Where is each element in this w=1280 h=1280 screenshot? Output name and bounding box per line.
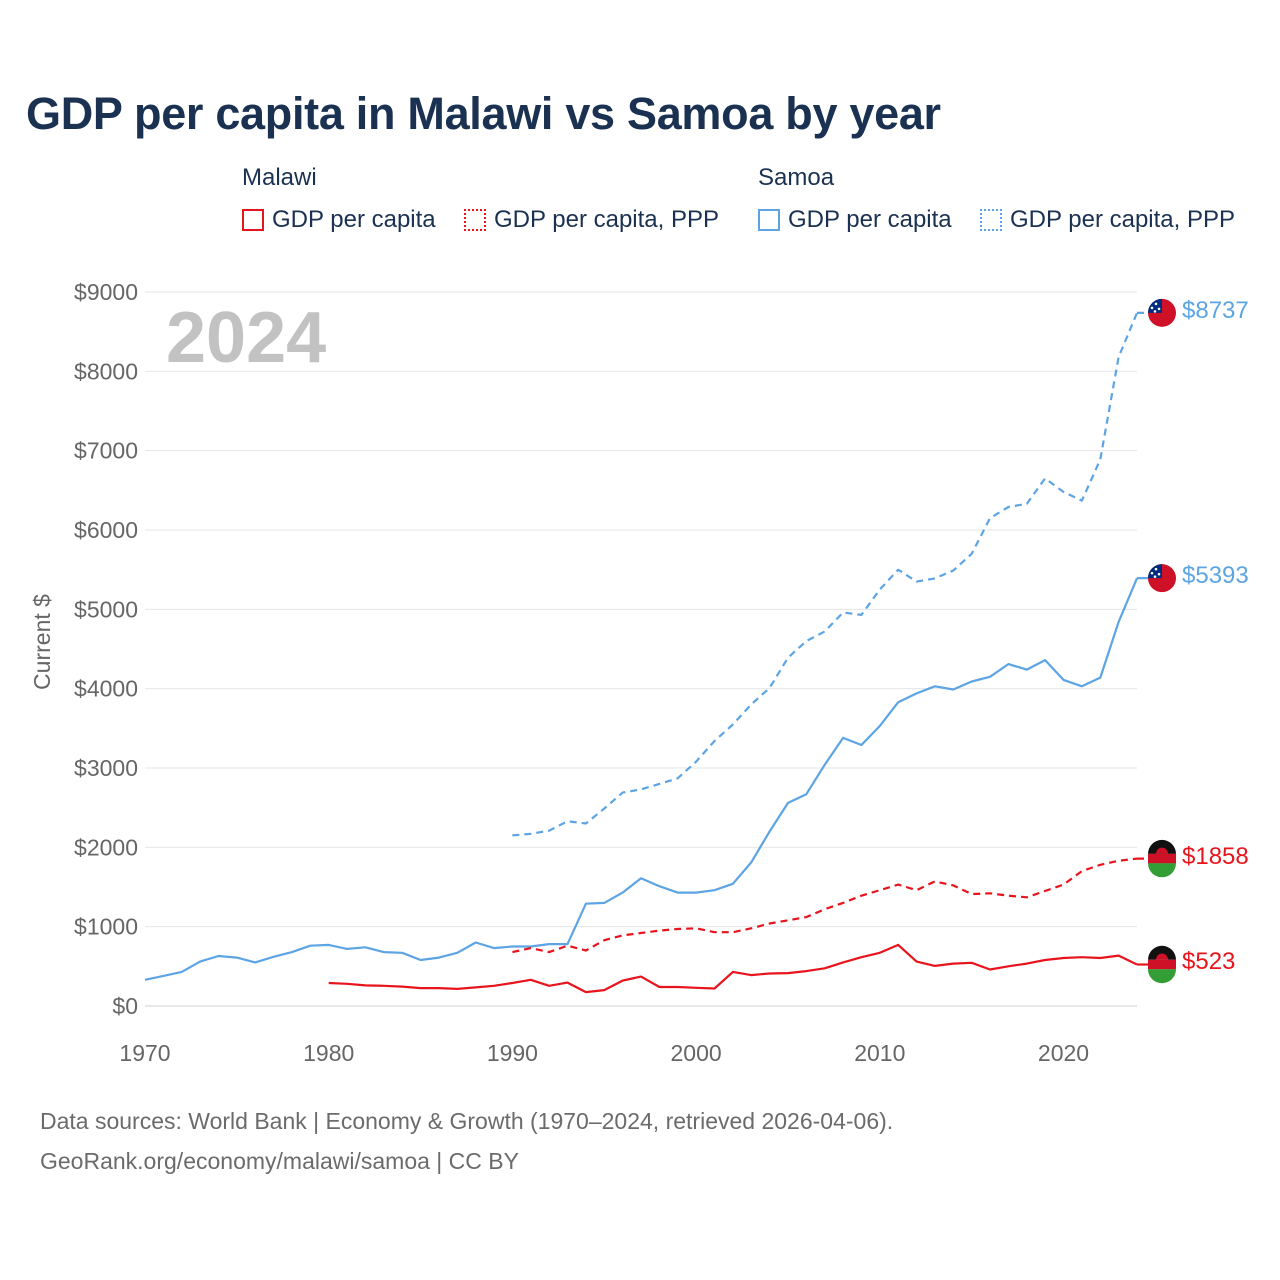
legend-item-malawi-ppp[interactable]: GDP per capita, PPP (464, 204, 719, 236)
legend-label: GDP per capita, PPP (494, 206, 719, 233)
y-tick-label: $9000 (74, 279, 138, 305)
x-tick-label: 1970 (119, 1040, 170, 1066)
y-axis-title: Current $ (29, 594, 55, 690)
y-tick-label: $8000 (74, 358, 138, 384)
y-tick-label: $2000 (74, 834, 138, 860)
legend-item-samoa-gdp[interactable]: GDP per capita (758, 204, 952, 236)
legend-swatch (980, 209, 1002, 231)
y-tick-label: $6000 (74, 517, 138, 543)
x-tick-label: 2000 (671, 1040, 722, 1066)
samoa-flag-icon (1148, 564, 1176, 593)
source-line-1: Data sources: World Bank | Economy & Gro… (40, 1108, 894, 1134)
y-tick-label: $7000 (74, 438, 138, 464)
samoa-flag-icon (1148, 298, 1176, 327)
legend-swatch (242, 209, 264, 231)
legend-label: GDP per capita, PPP (1010, 206, 1235, 233)
legend-item-malawi-gdp[interactable]: GDP per capita (242, 204, 436, 236)
series-line-samoa-gdp-per-capita[interactable] (144, 577, 1139, 981)
y-tick-label: $1000 (74, 914, 138, 940)
y-tick-label: $0 (112, 993, 138, 1019)
x-tick-label: 1980 (303, 1040, 354, 1066)
x-tick-label: 1990 (487, 1040, 538, 1066)
y-tick-label: $3000 (74, 755, 138, 781)
malawi-flag-icon (1148, 839, 1176, 878)
chart-title: GDP per capita in Malawi vs Samoa by yea… (26, 88, 941, 139)
malawi-flag-icon (1148, 945, 1176, 984)
year-watermark: 2024 (166, 298, 326, 378)
legend-swatch (758, 209, 780, 231)
legend-item-samoa-ppp[interactable]: GDP per capita, PPP (980, 204, 1235, 236)
legend-group-malawi: Malawi (242, 164, 317, 191)
y-tick-label: $4000 (74, 676, 138, 702)
y-tick-label: $5000 (74, 596, 138, 622)
series-line-samoa-gdp-per-capita-ppp[interactable] (512, 312, 1139, 837)
legend-swatch (464, 209, 486, 231)
legend-label: GDP per capita (788, 206, 952, 233)
x-tick-label: 2010 (854, 1040, 905, 1066)
legend-group-samoa: Samoa (758, 164, 835, 191)
end-label-samoa-gdp: $5393 (1182, 562, 1249, 589)
end-label-samoa-ppp: $8737 (1182, 297, 1249, 324)
series-line-malawi-gdp-per-capita-ppp[interactable] (512, 857, 1138, 954)
series-line-malawi-gdp-per-capita[interactable] (328, 943, 1138, 994)
legend-label: GDP per capita (272, 206, 436, 233)
end-label-malawi-gdp: $523 (1182, 948, 1235, 975)
end-label-malawi-ppp: $1858 (1182, 843, 1249, 870)
x-tick-label: 2020 (1038, 1040, 1089, 1066)
source-line-2[interactable]: GeoRank.org/economy/malawi/samoa | CC BY (40, 1148, 519, 1174)
